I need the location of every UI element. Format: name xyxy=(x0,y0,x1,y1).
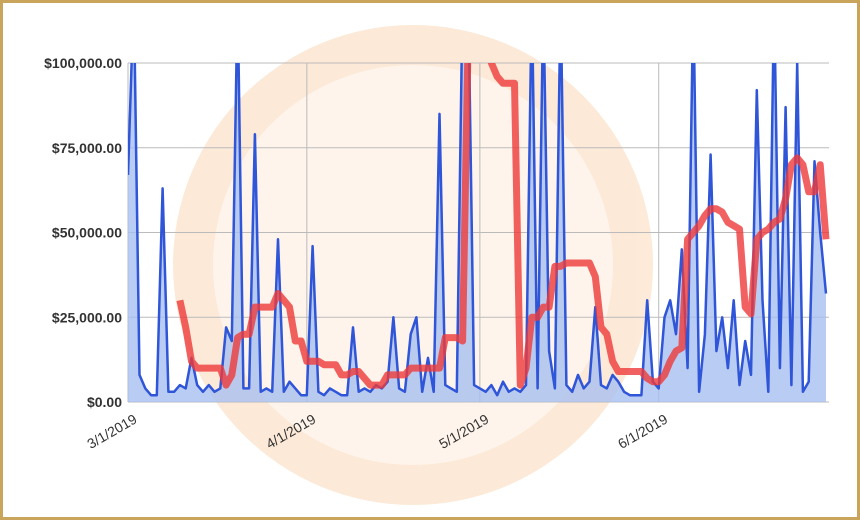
area xyxy=(128,63,826,402)
line xyxy=(128,63,828,397)
y-tick-label: $100,000.00 xyxy=(44,55,122,71)
x-tick-label: 3/1/2019 xyxy=(84,411,139,452)
x-tick-label: 6/1/2019 xyxy=(615,411,670,452)
y-tick-label: $0.00 xyxy=(87,394,122,410)
y-tick-label: $50,000.00 xyxy=(52,225,122,241)
chart: $0.00 $25,000.00 $50,000.00 $75,000.00 $100,… xyxy=(44,25,830,505)
y-tick-label: $75,000.00 xyxy=(52,140,122,156)
y-tick-label: $25,000.00 xyxy=(52,309,122,325)
line xyxy=(176,63,830,389)
